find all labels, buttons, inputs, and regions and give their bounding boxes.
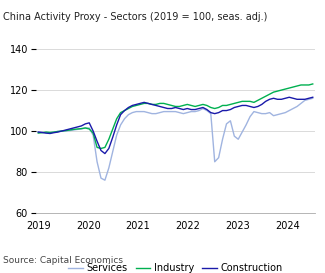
Text: Source: Capital Economics: Source: Capital Economics — [3, 256, 123, 265]
Industry — [205, 104, 209, 107]
Legend: Services, Industry, Construction: Services, Industry, Construction — [64, 259, 287, 273]
Construction — [291, 97, 295, 100]
Services — [248, 115, 252, 118]
Services — [44, 132, 48, 135]
Industry — [248, 100, 252, 103]
Construction — [174, 106, 177, 109]
Services — [36, 130, 40, 134]
Services — [299, 102, 303, 105]
Services — [103, 179, 107, 182]
Construction — [75, 125, 79, 129]
Services — [174, 110, 177, 113]
Construction — [303, 98, 307, 101]
Industry — [174, 105, 177, 108]
Line: Construction: Construction — [38, 97, 313, 153]
Industry — [299, 83, 303, 87]
Construction — [287, 96, 291, 99]
Industry — [99, 147, 103, 150]
Text: China Activity Proxy - Sectors (2019 = 100, seas. adj.): China Activity Proxy - Sectors (2019 = 1… — [3, 12, 267, 22]
Construction — [36, 130, 40, 134]
Services — [205, 109, 209, 112]
Construction — [44, 132, 48, 135]
Line: Industry: Industry — [38, 84, 313, 149]
Services — [119, 123, 123, 127]
Services — [311, 97, 315, 100]
Construction — [311, 96, 315, 99]
Construction — [103, 152, 107, 155]
Industry — [311, 82, 315, 86]
Industry — [44, 130, 48, 134]
Construction — [205, 108, 209, 111]
Line: Services: Services — [38, 98, 313, 180]
Industry — [36, 132, 40, 135]
Industry — [119, 111, 123, 114]
